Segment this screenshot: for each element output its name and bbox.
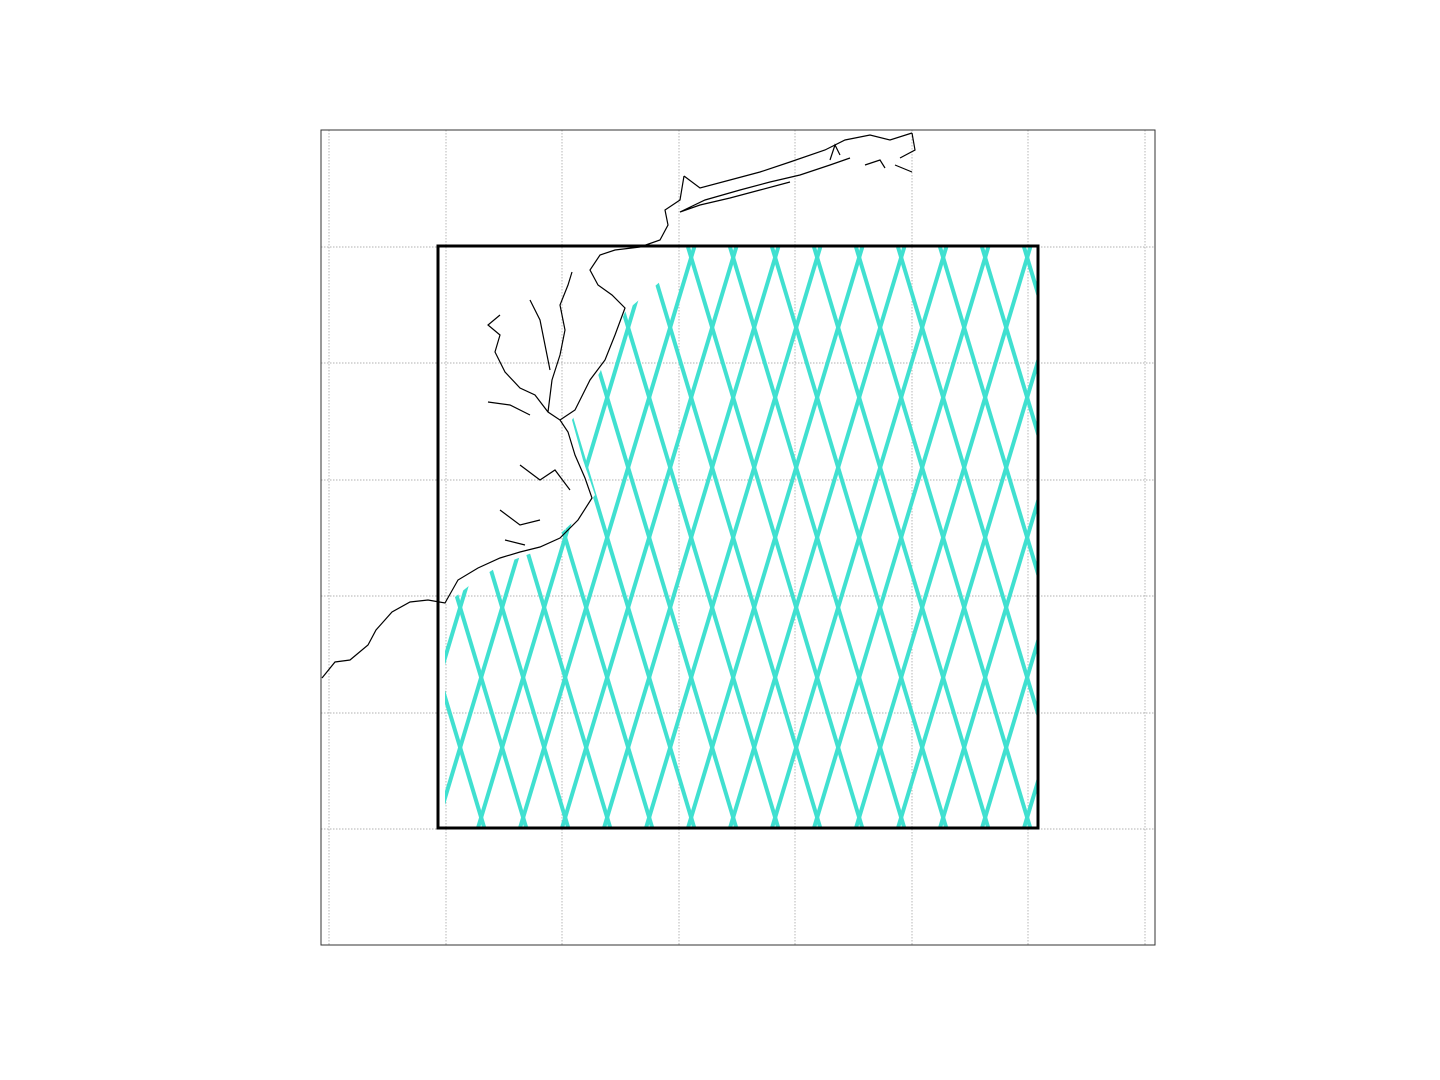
ascending-track [142,247,316,828]
descending-track [0,247,64,828]
ascending-track [1022,247,1038,828]
long-island [679,157,851,213]
map-frame [320,129,1156,946]
ascending-track [770,247,949,828]
descending-track [0,247,106,828]
descending-track [100,247,274,828]
ascending-track [728,247,907,828]
ascending-track [58,247,232,828]
descending-track [1022,247,1038,828]
descending-track [445,247,571,828]
descending-track [1066,247,1240,828]
descending-track [184,247,358,828]
ascending-track [0,247,22,828]
descending-track [0,247,22,828]
ascending-track [0,247,106,828]
ascending-track [0,247,148,828]
descending-track [226,247,400,828]
descending-track [268,247,442,828]
chesapeake [487,271,573,546]
ascending-track [644,247,823,828]
ascending-track [812,247,991,828]
descending-track [58,247,232,828]
ascending-track [602,247,781,828]
descending-track [980,247,1038,828]
ascending-track [268,247,442,828]
new-england [829,132,916,173]
ascending-track [100,247,274,828]
ascending-track [896,247,1038,828]
ascending-track [476,247,655,828]
descending-track [445,247,487,828]
coastline [321,132,916,679]
ascending-track [1066,247,1240,828]
ascending-track [0,247,64,828]
ascending-track [184,247,358,828]
domain-box [436,244,1040,830]
ascending-track [980,247,1038,828]
coastline-main [321,132,913,679]
ascending-track [686,247,865,828]
ascending-track [226,247,400,828]
ascending-track [854,247,1033,828]
descending-track [0,247,148,828]
satellite-tracks [0,247,1240,828]
ascending-track [938,247,1038,828]
ascending-track [560,247,739,828]
ascending-track [16,247,190,828]
ascending-track [518,247,697,828]
descending-track [142,247,316,828]
descending-track [16,247,190,828]
descending-track [445,247,529,828]
